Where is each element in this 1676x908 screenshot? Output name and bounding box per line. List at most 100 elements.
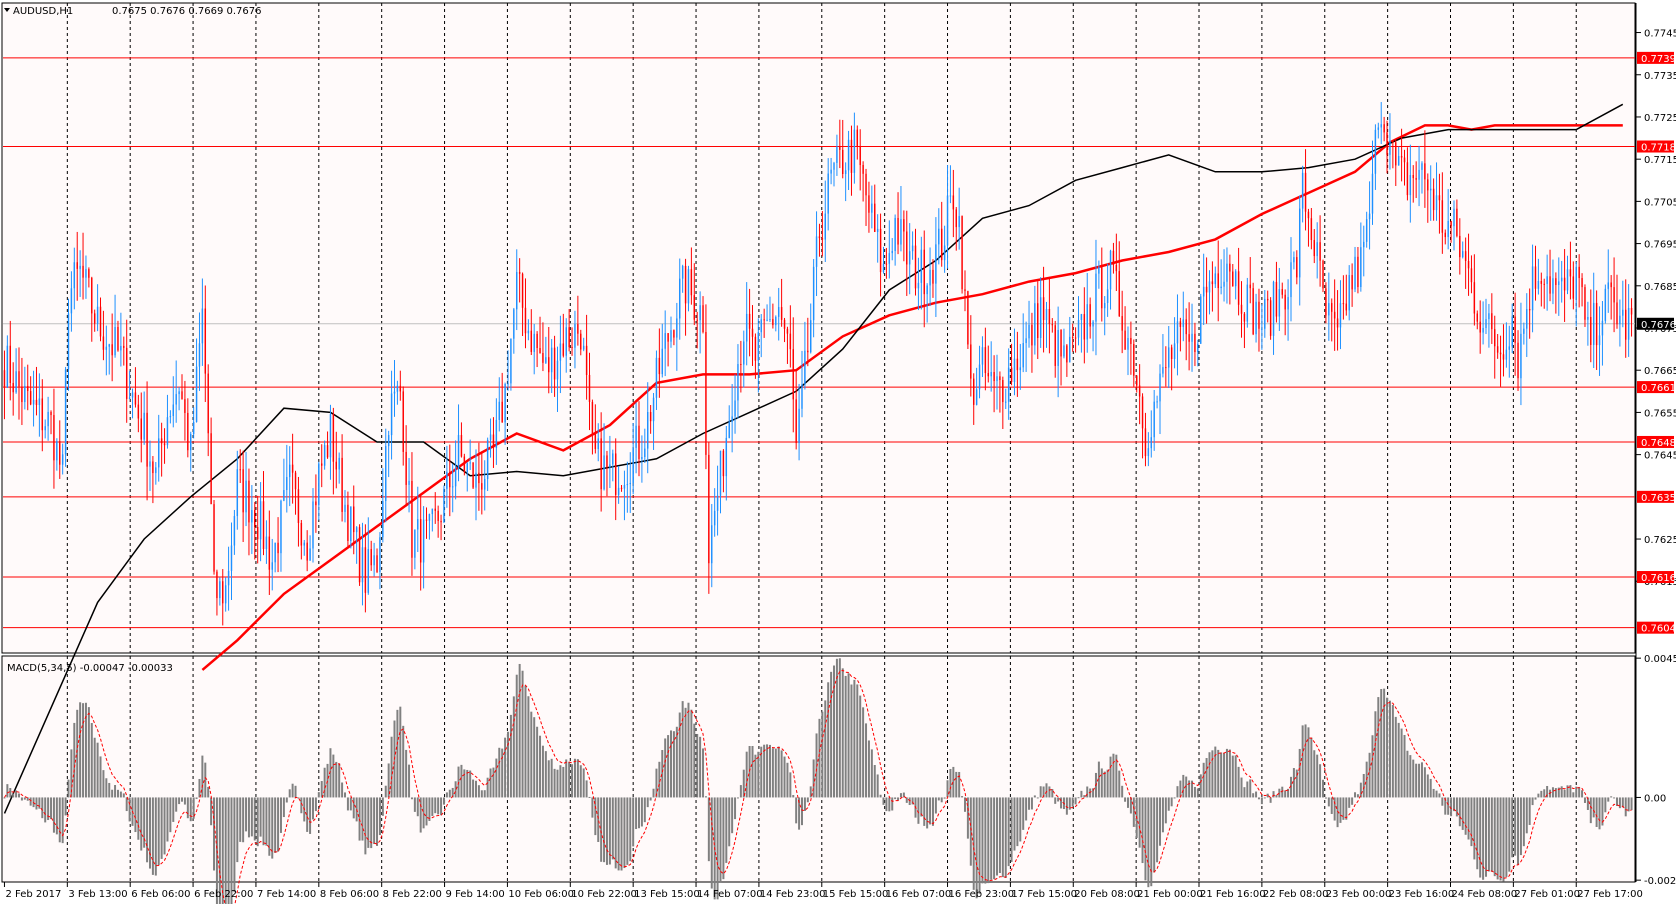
candle-body: [1197, 343, 1199, 353]
time-label: 16 Feb 07:00: [886, 889, 952, 900]
candle-body: [888, 253, 891, 264]
macd-bar: [1257, 797, 1260, 800]
macd-bar: [1150, 797, 1153, 887]
macd-bar: [1409, 755, 1412, 798]
candle-body: [1077, 320, 1080, 338]
macd-bar: [1028, 797, 1031, 810]
macd-bar: [1330, 797, 1333, 814]
macd-bar: [1231, 755, 1234, 798]
macd-bar: [649, 797, 652, 801]
candle-body: [1054, 325, 1056, 366]
time-label: 22 Feb 08:00: [1263, 889, 1329, 900]
candle-body: [821, 238, 824, 240]
macd-bar: [707, 797, 710, 862]
candle-body: [1234, 271, 1237, 287]
candle-body: [262, 501, 265, 549]
candle-body: [1269, 300, 1272, 336]
macd-bar: [1310, 737, 1313, 798]
candle-body: [498, 401, 501, 420]
candle-body: [670, 330, 672, 342]
candle-body: [1558, 281, 1560, 286]
macd-bar: [317, 792, 320, 798]
macd-bar: [1129, 797, 1132, 814]
macd-bar: [885, 797, 888, 812]
time-label: 24 Feb 08:00: [1451, 889, 1517, 900]
macd-bar: [233, 797, 236, 893]
macd-bar: [410, 797, 413, 800]
price-panel[interactable]: [1, 2, 1636, 654]
macd-bar: [1420, 762, 1423, 798]
candle-body: [783, 319, 786, 329]
triangle-down-icon[interactable]: [4, 8, 10, 12]
macd-bar: [1048, 786, 1051, 798]
macd-bar: [1266, 793, 1269, 798]
macd-bar: [201, 755, 204, 798]
macd-bar: [1077, 797, 1080, 799]
candle-body: [1397, 156, 1400, 166]
macd-bar: [847, 673, 850, 798]
macd-bar: [1295, 769, 1298, 798]
candle-body: [597, 438, 599, 449]
candle-body: [1409, 174, 1412, 196]
candle-body: [1092, 321, 1094, 327]
horizontal-levels: [3, 57, 1635, 629]
time-label: 17 Feb 15:00: [1011, 889, 1077, 900]
candle-body: [222, 581, 224, 604]
macd-bar: [646, 797, 649, 808]
current-price-label: 0.7676: [1641, 320, 1676, 331]
candle-body: [1298, 208, 1301, 278]
macd-bar: [1156, 797, 1159, 863]
price-tick-label: 0.7745: [1644, 29, 1676, 40]
macd-bar: [230, 797, 233, 908]
candle-body: [475, 472, 477, 488]
candle-body: [254, 509, 256, 528]
macd-bar: [1324, 797, 1327, 799]
candle-body: [297, 489, 300, 523]
candle-body: [1473, 282, 1476, 314]
macd-bar: [15, 790, 18, 798]
candle-body: [1170, 347, 1173, 359]
candle-body: [1555, 278, 1557, 286]
macd-bar: [440, 797, 443, 816]
candle-body: [545, 357, 547, 363]
candle-body: [1421, 163, 1423, 170]
macd-bar: [70, 749, 73, 798]
candle-body: [1517, 342, 1519, 379]
candle-body: [1101, 266, 1103, 309]
candle-body: [1005, 401, 1007, 403]
candle-body: [740, 364, 742, 366]
candle-body: [1461, 251, 1464, 258]
candle-body: [745, 313, 748, 342]
macd-bar: [84, 702, 87, 798]
candle-body: [1450, 220, 1452, 227]
macd-bar: [236, 797, 239, 863]
macd-bar: [617, 797, 620, 871]
macd-bar: [533, 717, 536, 798]
macd-bar: [1490, 797, 1493, 872]
macd-bar: [553, 768, 556, 798]
macd-bar: [611, 797, 614, 860]
macd-bar: [367, 797, 370, 848]
macd-bar: [1464, 797, 1467, 835]
macd-bar: [818, 718, 821, 798]
macd-bar: [556, 769, 559, 798]
candle-body: [1412, 174, 1414, 179]
candle-body: [766, 319, 768, 321]
price-tick-label: 0.7735: [1644, 71, 1676, 82]
candle-body: [309, 548, 311, 561]
candle-body: [513, 309, 515, 339]
candle-body: [1103, 302, 1106, 309]
macd-bar: [1572, 792, 1575, 798]
candle-body: [763, 319, 765, 321]
candle-body: [1531, 266, 1534, 311]
macd-bar: [757, 751, 760, 798]
candle-body: [760, 319, 762, 333]
candle-body: [804, 350, 806, 385]
candle-body: [207, 373, 209, 434]
candle-body: [1333, 311, 1336, 319]
macd-bar: [690, 709, 693, 798]
macd-bar: [44, 797, 47, 823]
macd-bar: [1010, 797, 1013, 862]
level-tag-label: 0.7718: [1641, 143, 1676, 154]
